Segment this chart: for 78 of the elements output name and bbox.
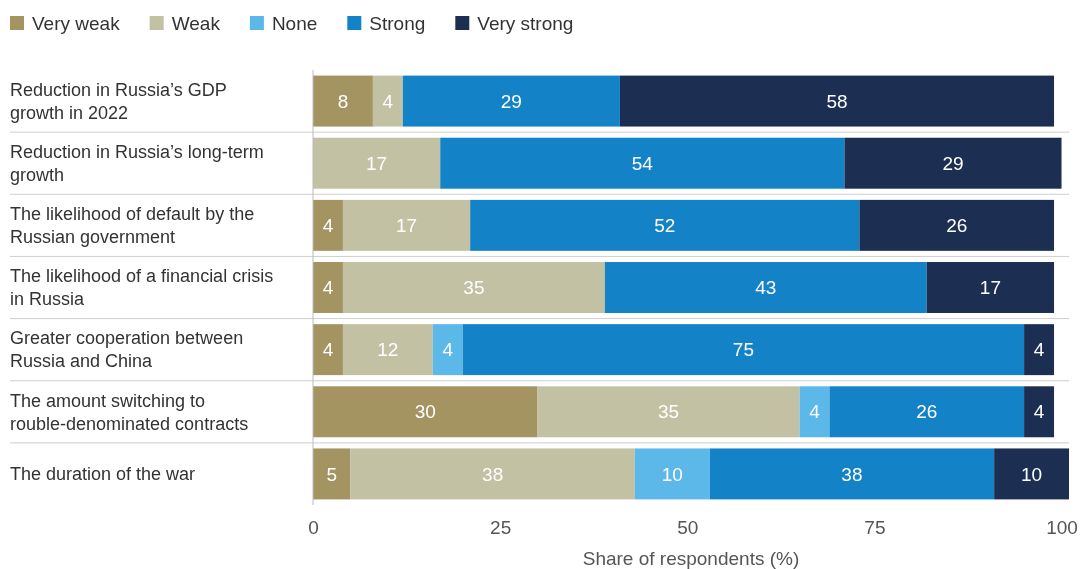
bar bbox=[799, 386, 830, 438]
bar bbox=[859, 199, 1055, 251]
y-tick-label: The amount switching to rouble-denominated contracts bbox=[10, 390, 249, 434]
bar bbox=[440, 137, 845, 189]
data-label: 17 bbox=[366, 152, 388, 174]
y-tick-label: The likelihood of a financial crisis in Russia bbox=[10, 266, 274, 310]
bar bbox=[313, 262, 343, 313]
bar bbox=[350, 448, 635, 500]
bar bbox=[342, 262, 605, 313]
bar bbox=[537, 386, 800, 438]
legend-label: Very strong bbox=[477, 12, 574, 34]
legend-label: Very weak bbox=[32, 12, 121, 34]
bar bbox=[313, 75, 373, 127]
bar bbox=[604, 262, 927, 313]
data-label: 43 bbox=[755, 277, 777, 299]
bar bbox=[313, 324, 343, 376]
data-label: 4 bbox=[322, 339, 334, 361]
x-tick-label: 75 bbox=[864, 517, 886, 539]
data-label: 8 bbox=[337, 90, 349, 112]
y-tick-label: Reduction in Russia’s long-term growth bbox=[10, 142, 264, 186]
data-label: 12 bbox=[377, 339, 399, 361]
data-label: 4 bbox=[382, 90, 394, 112]
data-label: 35 bbox=[463, 277, 485, 299]
data-label: 58 bbox=[826, 90, 848, 112]
bar bbox=[313, 137, 441, 189]
bar bbox=[1024, 324, 1055, 376]
data-label: 5 bbox=[326, 463, 337, 485]
bar bbox=[313, 386, 538, 438]
y-tick-label: Reduction in Russia’s GDP growth in 2022 bbox=[10, 79, 227, 123]
data-label: 52 bbox=[654, 215, 676, 237]
data-label: 26 bbox=[916, 401, 938, 423]
y-tick-label: The likelihood of default by the Russian government bbox=[10, 204, 255, 248]
bar bbox=[432, 324, 463, 376]
legend-label: None bbox=[271, 12, 318, 34]
bar bbox=[619, 75, 1055, 127]
data-label: 30 bbox=[414, 401, 436, 423]
x-tick-label: 25 bbox=[490, 517, 512, 539]
data-label: 26 bbox=[946, 215, 968, 237]
x-tick-label: 50 bbox=[677, 517, 699, 539]
bar bbox=[462, 324, 1025, 376]
data-label: 4 bbox=[809, 401, 821, 423]
y-tick-label: The duration of the war bbox=[10, 464, 196, 485]
data-label: 4 bbox=[442, 339, 454, 361]
bar bbox=[994, 448, 1069, 500]
data-label: 17 bbox=[395, 215, 418, 237]
bar bbox=[342, 324, 433, 376]
bar bbox=[342, 199, 471, 251]
bar bbox=[313, 448, 351, 500]
data-label: 4 bbox=[322, 277, 334, 299]
bar bbox=[313, 199, 343, 251]
data-label: 4 bbox=[1033, 339, 1045, 361]
bar bbox=[709, 448, 995, 500]
data-label: 10 bbox=[1021, 463, 1043, 485]
x-tick-label: 100 bbox=[1046, 517, 1078, 539]
data-label: 75 bbox=[732, 339, 754, 361]
legend-label: Strong bbox=[369, 12, 426, 34]
bar bbox=[844, 137, 1062, 189]
data-label: 38 bbox=[482, 463, 504, 485]
data-label: 4 bbox=[1033, 401, 1045, 423]
x-tick-label: 0 bbox=[308, 517, 319, 539]
x-axis-title: Share of respondents (%) bbox=[582, 548, 800, 569]
bar bbox=[829, 386, 1025, 438]
y-tick-label: Greater cooperation between Russia and China bbox=[10, 328, 244, 372]
bar bbox=[470, 199, 860, 251]
data-label: 10 bbox=[661, 463, 683, 485]
data-label: 54 bbox=[631, 152, 654, 174]
data-label: 17 bbox=[979, 277, 1001, 299]
bar bbox=[1024, 386, 1055, 438]
data-label: 4 bbox=[322, 215, 334, 237]
data-label: 29 bbox=[500, 90, 522, 112]
data-label: 38 bbox=[841, 463, 863, 485]
bar bbox=[372, 75, 403, 127]
bar bbox=[634, 448, 710, 500]
legend-label: Weak bbox=[171, 12, 221, 34]
data-label: 35 bbox=[657, 401, 680, 423]
bar bbox=[926, 262, 1055, 313]
data-label: 29 bbox=[942, 152, 964, 174]
bar bbox=[402, 75, 620, 127]
